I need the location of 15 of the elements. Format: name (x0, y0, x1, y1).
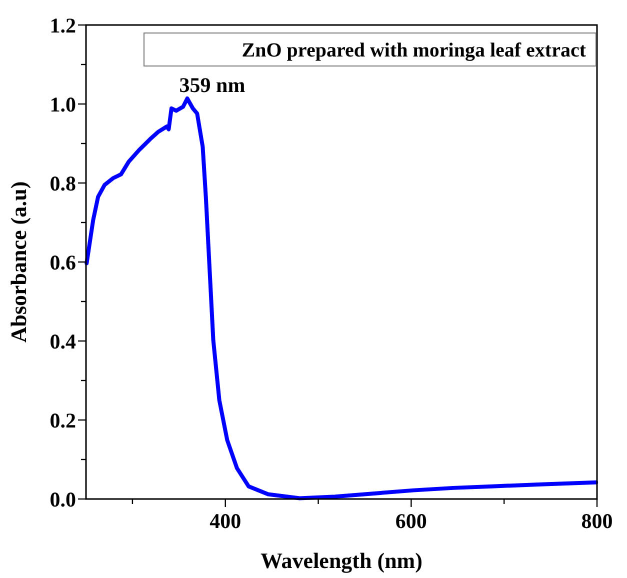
x-tick-label: 400 (210, 509, 242, 533)
y-tick-label: 1.2 (50, 13, 76, 38)
y-tick-label: 0.0 (50, 487, 76, 512)
x-axis-title: Wavelength (nm) (260, 548, 422, 573)
y-tick-label: 0.2 (50, 408, 76, 432)
text: ZnO prepared with moringa leaf extract (242, 40, 586, 62)
annotation: 359 nm (179, 73, 246, 98)
x-tick-label: 600 (395, 509, 427, 533)
y-tick-label: 0.4 (50, 329, 76, 354)
y-tick-label: 0.8 (50, 171, 76, 196)
line-series (84, 96, 598, 500)
x-tick-label: 800 (581, 509, 613, 533)
y-axis-title: Absorbance (a.u) (6, 181, 31, 343)
y-tick-label: 0.6 (50, 250, 76, 274)
y-tick-label: 1.0 (50, 92, 76, 116)
